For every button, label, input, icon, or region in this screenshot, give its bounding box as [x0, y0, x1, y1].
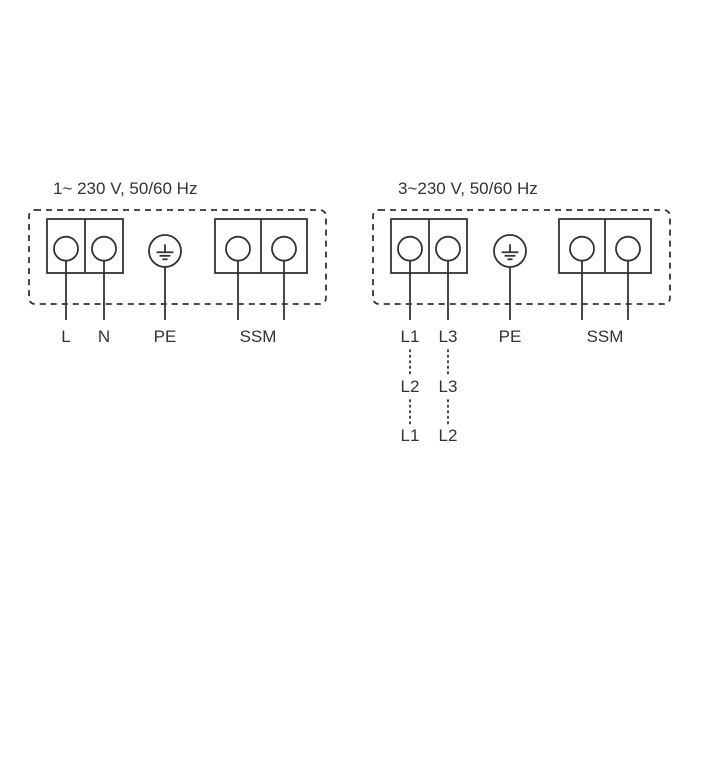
- svg-text:SSM: SSM: [587, 327, 624, 346]
- svg-text:L3: L3: [439, 377, 458, 396]
- svg-text:L: L: [61, 327, 70, 346]
- svg-text:3~230 V, 50/60 Hz: 3~230 V, 50/60 Hz: [398, 179, 538, 198]
- svg-text:L1: L1: [401, 327, 420, 346]
- svg-text:L2: L2: [401, 377, 420, 396]
- svg-text:N: N: [98, 327, 110, 346]
- svg-text:PE: PE: [499, 327, 522, 346]
- svg-text:PE: PE: [154, 327, 177, 346]
- svg-text:L2: L2: [439, 426, 458, 445]
- svg-text:SSM: SSM: [240, 327, 277, 346]
- svg-text:L1: L1: [401, 426, 420, 445]
- svg-text:1~ 230 V, 50/60 Hz: 1~ 230 V, 50/60 Hz: [53, 179, 197, 198]
- svg-text:L3: L3: [439, 327, 458, 346]
